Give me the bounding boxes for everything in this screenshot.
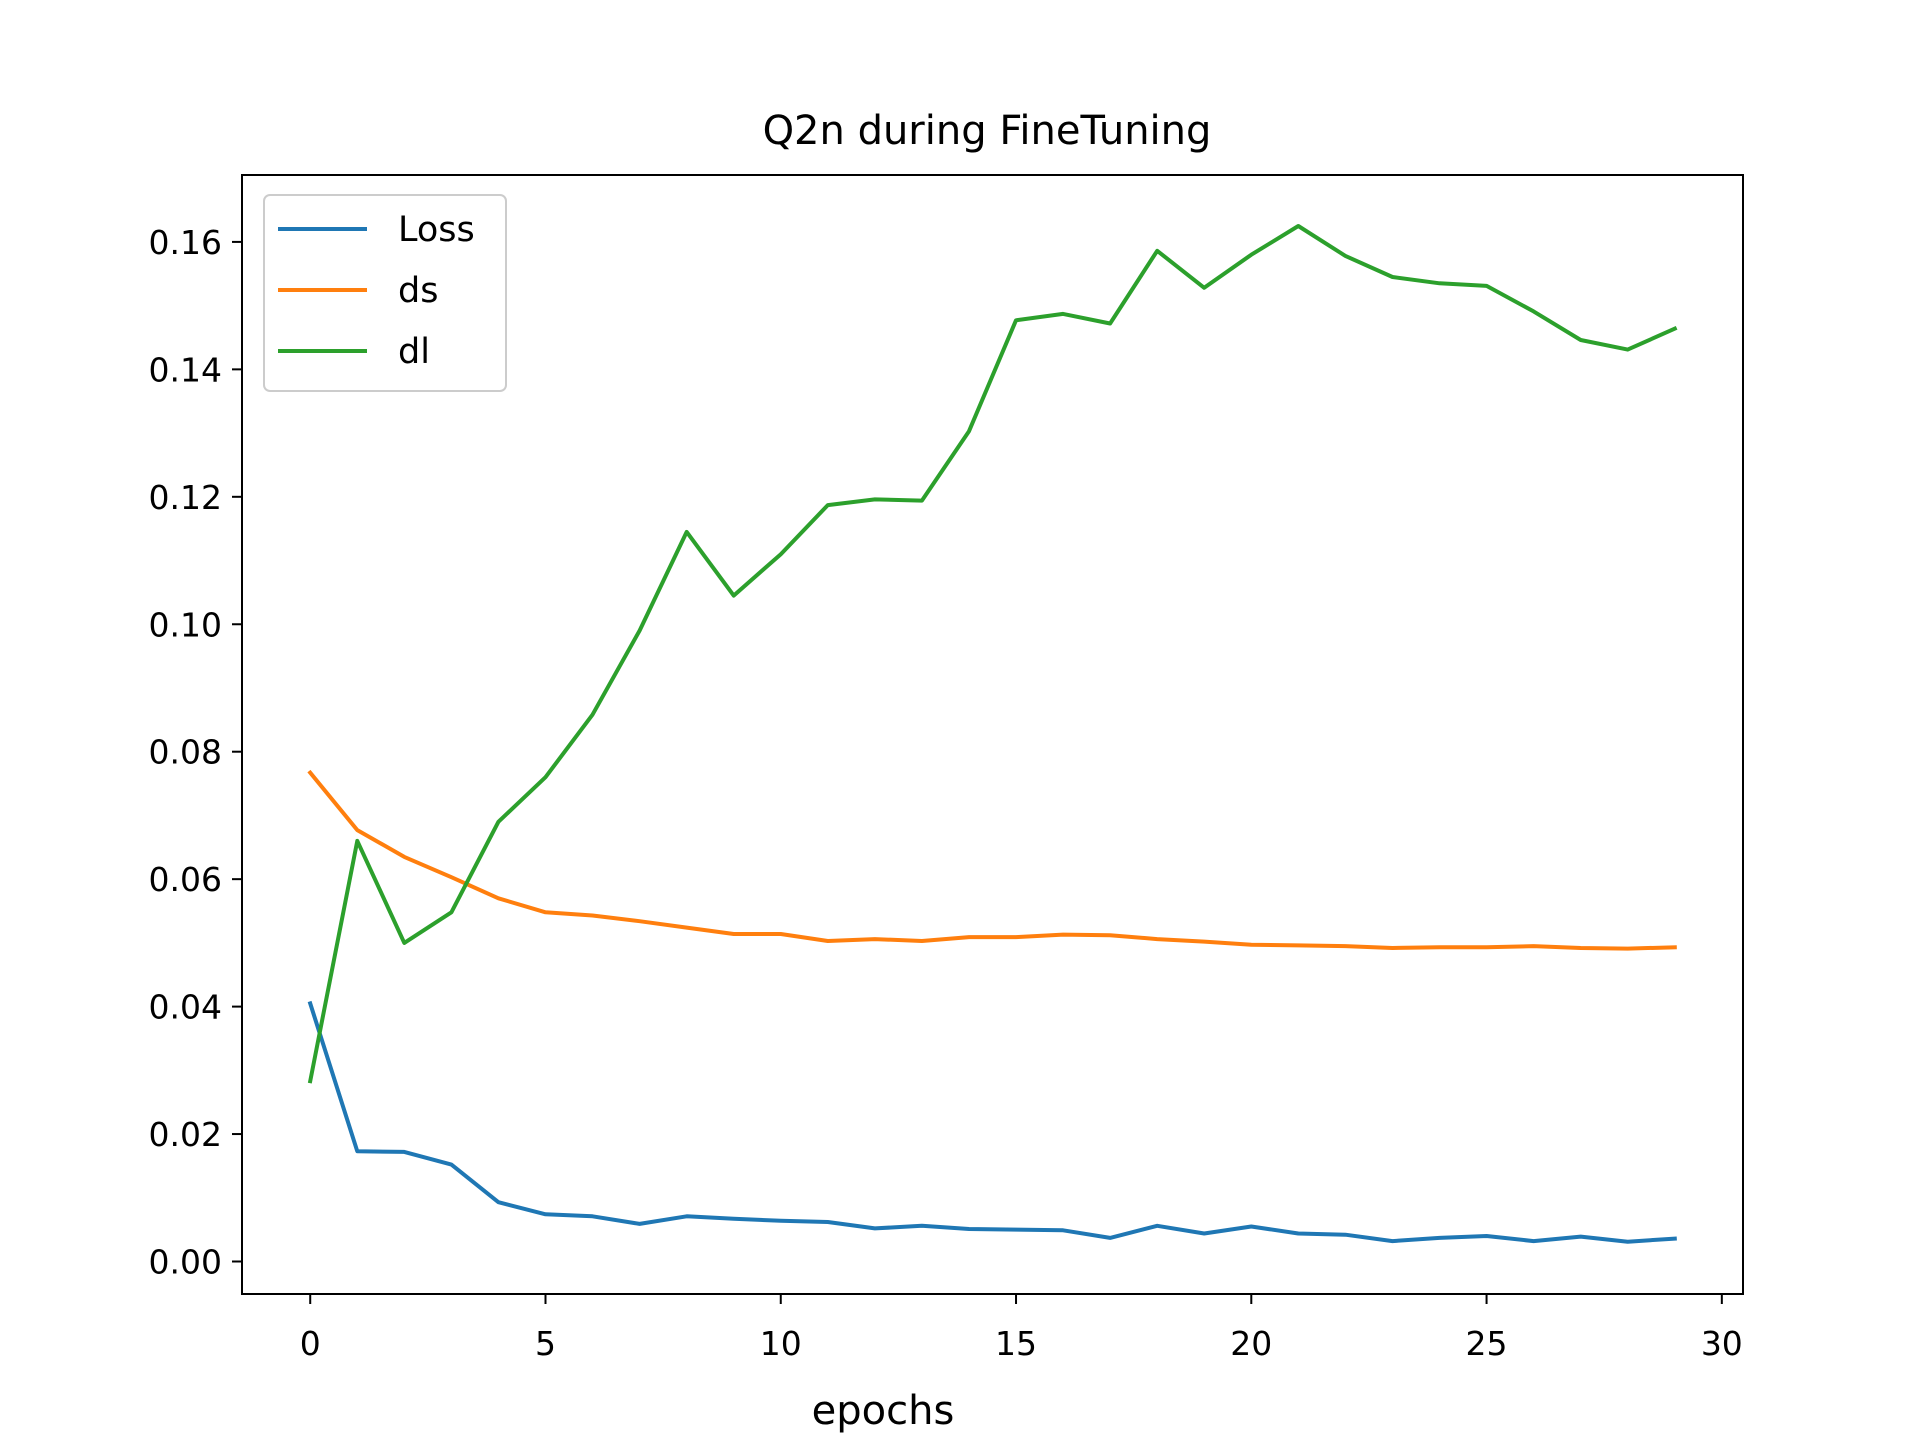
x-tick-label: 15 xyxy=(995,1324,1037,1363)
legend-label-loss: Loss xyxy=(398,210,475,250)
plot-area xyxy=(307,224,1678,1244)
y-tick-label: 0.06 xyxy=(149,860,222,899)
y-tick-label: 0.00 xyxy=(149,1243,222,1282)
x-tick-label: 5 xyxy=(535,1324,556,1363)
y-tick-label: 0.02 xyxy=(149,1115,222,1154)
legend-label-ds: ds xyxy=(398,271,438,311)
series-line-ds xyxy=(307,769,1677,951)
x-tick-label: 10 xyxy=(760,1324,802,1363)
x-tick-label: 20 xyxy=(1230,1324,1272,1363)
x-tick-label: 0 xyxy=(300,1324,321,1363)
axes-frame xyxy=(241,174,1744,1295)
y-tick-label: 0.08 xyxy=(149,733,222,772)
legend: Loss ds dl xyxy=(263,194,507,392)
x-axis: 0 5 10 15 20 25 30 xyxy=(300,1294,1743,1363)
x-tick-label: 30 xyxy=(1701,1324,1743,1363)
y-tick-label: 0.14 xyxy=(149,350,222,389)
x-tick-label: 25 xyxy=(1466,1324,1508,1363)
y-tick-label: 0.12 xyxy=(149,478,222,517)
series-line-loss xyxy=(307,1000,1677,1244)
y-tick-label: 0.16 xyxy=(149,223,222,262)
legend-frame xyxy=(263,194,507,392)
legend-label-dl: dl xyxy=(398,332,430,372)
x-axis-label: epochs xyxy=(812,1388,955,1434)
y-tick-label: 0.04 xyxy=(149,988,222,1027)
chart-title: Q2n during FineTuning xyxy=(763,108,1212,154)
y-tick-label: 0.10 xyxy=(149,605,222,644)
series-line-dl xyxy=(307,224,1678,1084)
y-axis: 0.00 0.02 0.04 0.06 0.08 0.10 0.12 0.14 0.16 xyxy=(149,223,242,1282)
